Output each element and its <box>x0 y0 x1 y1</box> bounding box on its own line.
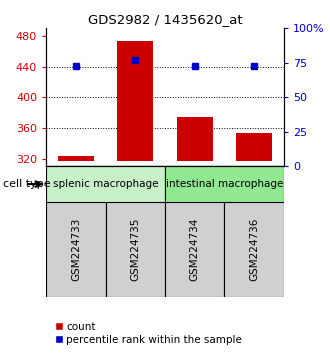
Bar <box>58 156 94 161</box>
Text: GSM224735: GSM224735 <box>130 218 140 281</box>
Bar <box>224 202 284 297</box>
Text: GSM224734: GSM224734 <box>190 218 200 281</box>
Bar <box>165 166 284 202</box>
Bar <box>177 116 213 161</box>
Bar <box>117 41 153 161</box>
Text: GSM224733: GSM224733 <box>71 218 81 281</box>
Legend: count, percentile rank within the sample: count, percentile rank within the sample <box>51 317 246 349</box>
Bar <box>46 166 165 202</box>
Text: cell type: cell type <box>3 179 51 189</box>
Bar <box>46 202 106 297</box>
Text: intestinal macrophage: intestinal macrophage <box>166 179 283 189</box>
Text: GSM224736: GSM224736 <box>249 218 259 281</box>
Bar <box>236 133 272 161</box>
Title: GDS2982 / 1435620_at: GDS2982 / 1435620_at <box>88 13 242 26</box>
Bar <box>106 202 165 297</box>
Bar <box>165 202 224 297</box>
Text: splenic macrophage: splenic macrophage <box>53 179 158 189</box>
